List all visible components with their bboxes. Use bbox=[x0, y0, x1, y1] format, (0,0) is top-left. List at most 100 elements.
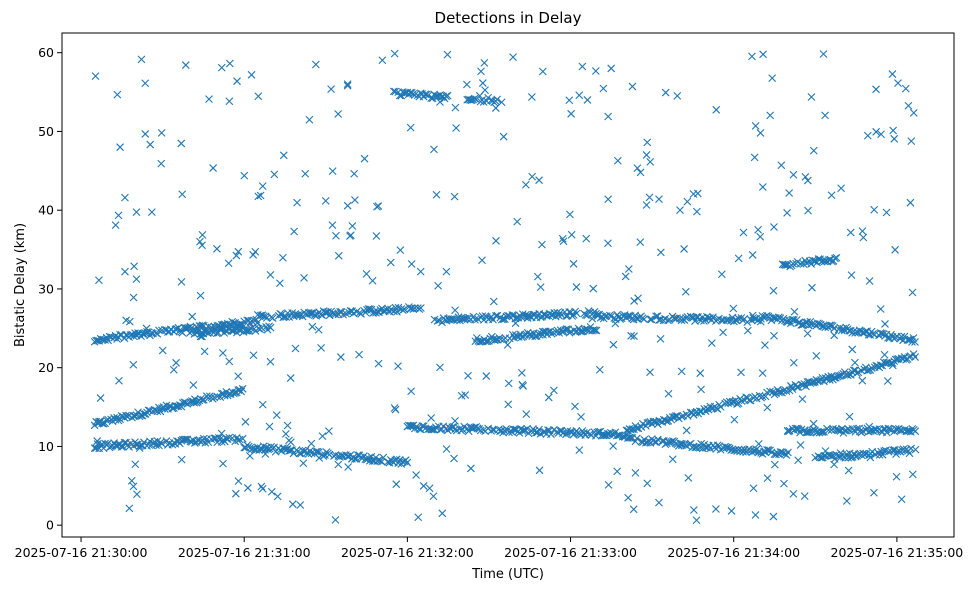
data-point bbox=[258, 400, 267, 409]
data-point bbox=[414, 513, 423, 522]
data-point bbox=[334, 110, 343, 118]
data-point bbox=[789, 259, 798, 268]
data-point bbox=[645, 193, 654, 202]
data-point bbox=[768, 74, 777, 83]
data-point bbox=[759, 50, 767, 59]
data-point bbox=[480, 59, 489, 67]
data-point bbox=[763, 403, 772, 412]
data-point bbox=[275, 279, 284, 288]
data-point bbox=[751, 122, 760, 130]
data-point bbox=[904, 101, 913, 110]
data-point bbox=[227, 326, 236, 335]
data-point bbox=[135, 444, 144, 452]
data-point bbox=[523, 424, 531, 433]
data-point bbox=[634, 294, 642, 303]
data-point bbox=[565, 96, 574, 105]
data-point bbox=[351, 196, 359, 204]
data-point bbox=[766, 111, 775, 120]
data-point bbox=[406, 123, 415, 132]
data-point bbox=[254, 324, 263, 333]
data-point bbox=[396, 246, 405, 254]
data-point bbox=[872, 127, 881, 136]
data-point bbox=[451, 417, 459, 425]
data-point bbox=[609, 340, 618, 349]
data-point bbox=[272, 411, 281, 419]
data-point bbox=[599, 431, 608, 440]
data-point bbox=[756, 129, 765, 137]
data-point bbox=[293, 198, 301, 207]
data-point bbox=[436, 98, 444, 106]
data-point bbox=[113, 90, 122, 99]
data-point bbox=[575, 91, 584, 100]
data-point bbox=[251, 247, 260, 256]
data-point bbox=[92, 444, 101, 452]
data-point bbox=[769, 512, 778, 521]
data-point bbox=[803, 329, 812, 338]
data-point bbox=[296, 501, 305, 509]
data-point bbox=[825, 321, 834, 330]
data-point bbox=[447, 315, 455, 323]
data-point bbox=[467, 464, 475, 473]
data-point bbox=[249, 351, 258, 360]
data-point bbox=[491, 104, 500, 112]
data-point bbox=[407, 260, 416, 268]
data-point bbox=[670, 314, 678, 323]
data-point bbox=[232, 328, 241, 337]
data-point bbox=[880, 350, 889, 359]
data-point bbox=[567, 109, 576, 118]
data-point bbox=[897, 495, 906, 504]
data-point bbox=[825, 376, 834, 384]
data-point bbox=[881, 359, 890, 368]
data-point bbox=[477, 67, 485, 76]
data-point bbox=[559, 237, 568, 246]
data-point bbox=[114, 211, 123, 220]
data-point bbox=[104, 415, 112, 424]
data-point bbox=[642, 201, 651, 209]
data-point bbox=[730, 415, 739, 424]
data-point bbox=[443, 50, 452, 59]
data-point bbox=[177, 277, 186, 286]
data-point bbox=[583, 96, 592, 104]
data-point bbox=[225, 433, 234, 442]
data-point bbox=[219, 349, 227, 357]
data-point bbox=[604, 480, 613, 489]
data-point bbox=[789, 490, 798, 498]
data-point bbox=[539, 330, 547, 339]
data-point bbox=[818, 428, 827, 436]
data-point bbox=[142, 324, 151, 333]
data-point bbox=[416, 304, 425, 312]
data-point bbox=[911, 353, 919, 361]
data-point bbox=[217, 324, 226, 333]
data-point bbox=[788, 385, 797, 393]
data-point bbox=[664, 389, 673, 398]
data-point bbox=[105, 332, 114, 341]
data-point bbox=[575, 446, 584, 455]
data-point bbox=[796, 441, 805, 449]
data-point bbox=[407, 387, 416, 396]
data-point bbox=[331, 310, 340, 319]
data-point bbox=[729, 304, 738, 313]
data-point bbox=[769, 286, 778, 295]
data-point bbox=[803, 428, 812, 437]
data-point bbox=[908, 288, 917, 297]
data-point bbox=[107, 333, 115, 342]
data-point bbox=[624, 493, 633, 502]
data-point bbox=[392, 480, 401, 489]
data-point bbox=[125, 504, 134, 513]
data-point bbox=[748, 52, 756, 61]
data-point bbox=[129, 293, 138, 302]
data-point bbox=[892, 472, 901, 481]
data-point bbox=[158, 346, 167, 355]
data-point bbox=[802, 382, 810, 391]
data-point bbox=[549, 328, 558, 337]
data-point bbox=[234, 477, 243, 486]
data-point bbox=[712, 505, 720, 513]
data-point bbox=[643, 479, 652, 488]
data-point bbox=[653, 435, 662, 444]
data-point bbox=[432, 190, 441, 199]
data-point bbox=[178, 328, 187, 337]
data-point bbox=[749, 484, 758, 493]
data-point bbox=[305, 115, 314, 124]
data-point bbox=[141, 79, 150, 88]
data-point bbox=[889, 126, 898, 135]
